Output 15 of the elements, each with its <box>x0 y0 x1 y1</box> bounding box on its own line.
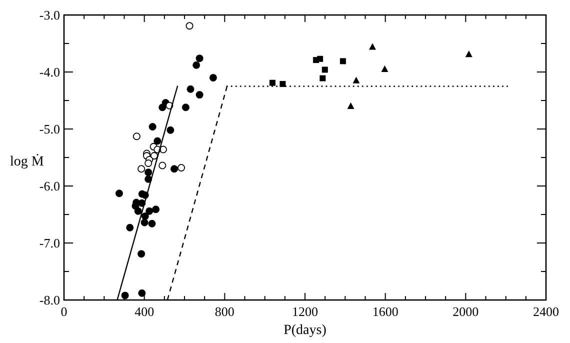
x-tick-label: 800 <box>214 304 234 319</box>
x-tick-label: 1600 <box>372 304 398 319</box>
x-tick-label: 400 <box>134 304 154 319</box>
y-tick-label: -8.0 <box>39 292 60 308</box>
x-tick-label: 0 <box>60 304 68 319</box>
x-tick-label: 2000 <box>452 304 479 319</box>
y-tick-label: -7.0 <box>39 236 60 250</box>
y-tick-label: -4.0 <box>39 64 60 80</box>
y-axis-title: log Ṁ <box>10 154 44 170</box>
x-tick-label: 1200 <box>292 304 318 319</box>
x-axis-title: P(days) <box>284 323 327 338</box>
y-tick-label: -3.0 <box>39 8 60 22</box>
x-tick-label: 2400 <box>533 304 559 319</box>
y-tick-label: -5.0 <box>39 122 60 136</box>
y-tick-label: -6.0 <box>39 178 60 194</box>
